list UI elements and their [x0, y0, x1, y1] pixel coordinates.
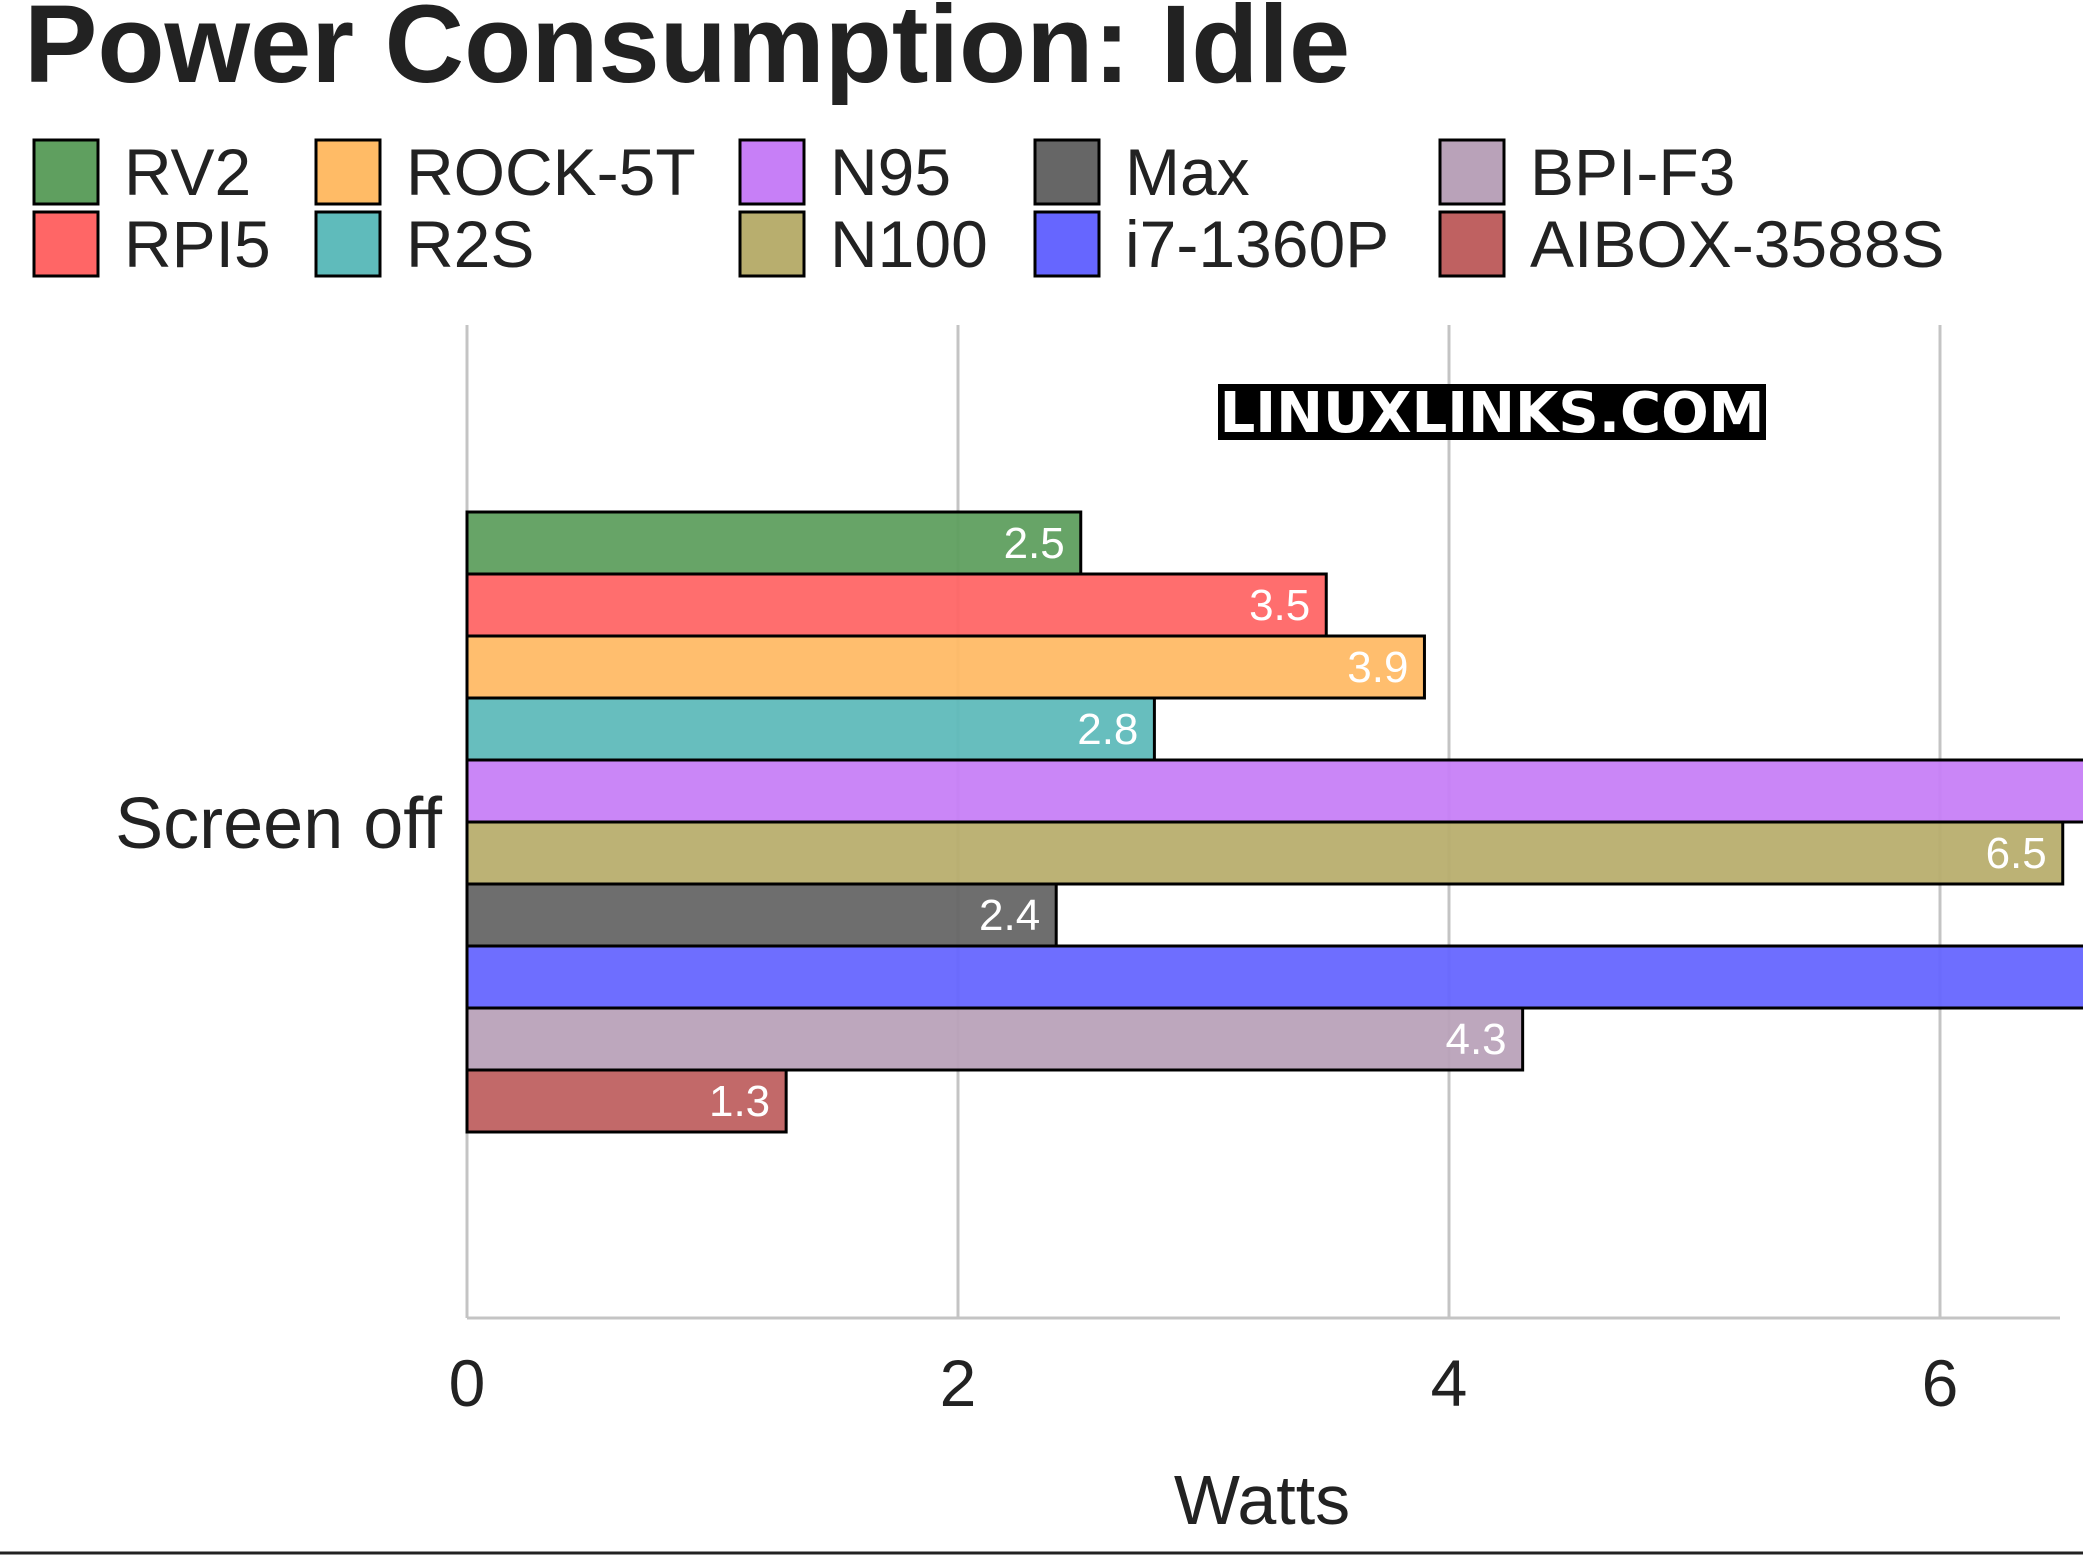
bar-n100 [465, 820, 2065, 886]
bar-value-label: 3.9 [1347, 643, 1408, 692]
legend-swatch [738, 210, 806, 278]
x-tick-label: 4 [1431, 1346, 1468, 1420]
legend-item-aibox-3588s: AIBOX-3588S [1438, 207, 1945, 281]
legend-swatch [314, 210, 382, 278]
legend-item-bpi-f3: BPI-F3 [1438, 135, 1735, 209]
bar-value-label: 4.3 [1445, 1015, 1506, 1064]
bar-n95 [465, 758, 2083, 824]
bar-i7-1360p [465, 944, 2083, 1010]
legend-item-rpi5: RPI5 [32, 207, 271, 281]
x-tick-label: 2 [940, 1346, 977, 1420]
legend-label: N100 [830, 207, 988, 281]
bar-bpi-f3 [465, 1006, 1525, 1072]
legend-label: ROCK-5T [406, 135, 696, 209]
legend-swatch [738, 138, 806, 206]
watermark-background [1218, 384, 1766, 440]
x-tick-label: 6 [1922, 1346, 1959, 1420]
bar-rv2 [465, 510, 1083, 576]
legend-swatch [32, 210, 100, 278]
watermark: LINUXLINKS.COM [1218, 381, 1766, 446]
x-axis-title: Watts [1174, 1461, 1350, 1539]
legend-label: AIBOX-3588S [1530, 207, 1945, 281]
legend-item-r2s: R2S [314, 207, 534, 281]
category-label: Screen off [115, 784, 443, 864]
legend-swatch [1033, 138, 1101, 206]
watermark-text: LINUXLINKS.COM [1220, 381, 1765, 446]
legend-label: Max [1125, 135, 1250, 209]
bars: 2.53.53.92.87.86.52.412.74.31.3 [465, 510, 2083, 1134]
bar-rpi5 [465, 572, 1328, 638]
bar-value-label: 6.5 [1986, 829, 2047, 878]
legend-swatch [314, 138, 382, 206]
legend-item-rv2: RV2 [32, 135, 251, 209]
x-tick-label: 0 [449, 1346, 486, 1420]
legend-item-max: Max [1033, 135, 1250, 209]
legend-swatch [1438, 210, 1506, 278]
bar-aibox-3588s [465, 1068, 788, 1134]
legend-swatch [1438, 138, 1506, 206]
axes: 024681012 [449, 1316, 2060, 1420]
legend-item-rock-5t: ROCK-5T [314, 135, 696, 209]
bar-value-label: 2.4 [979, 891, 1040, 940]
legend-swatch [32, 138, 100, 206]
chart-title: Power Consumption: Idle [24, 0, 1350, 106]
bar-rock-5t [465, 634, 1426, 700]
legend-item-n100: N100 [738, 207, 988, 281]
legend-label: RPI5 [124, 207, 271, 281]
bar-value-label: 2.8 [1077, 705, 1138, 754]
legend-label: i7-1360P [1125, 207, 1389, 281]
legend-label: R2S [406, 207, 534, 281]
legend-item-n95: N95 [738, 135, 951, 209]
bar-r2s [465, 696, 1156, 762]
legend-label: RV2 [124, 135, 251, 209]
bar-value-label: 1.3 [709, 1077, 770, 1126]
bar-value-label: 3.5 [1249, 581, 1310, 630]
legend-swatch [1033, 210, 1101, 278]
legend-label: N95 [830, 135, 951, 209]
bar-max [465, 882, 1058, 948]
legend-item-i7-1360p: i7-1360P [1033, 207, 1389, 281]
legend-label: BPI-F3 [1530, 135, 1735, 209]
bar-value-label: 2.5 [1004, 519, 1065, 568]
